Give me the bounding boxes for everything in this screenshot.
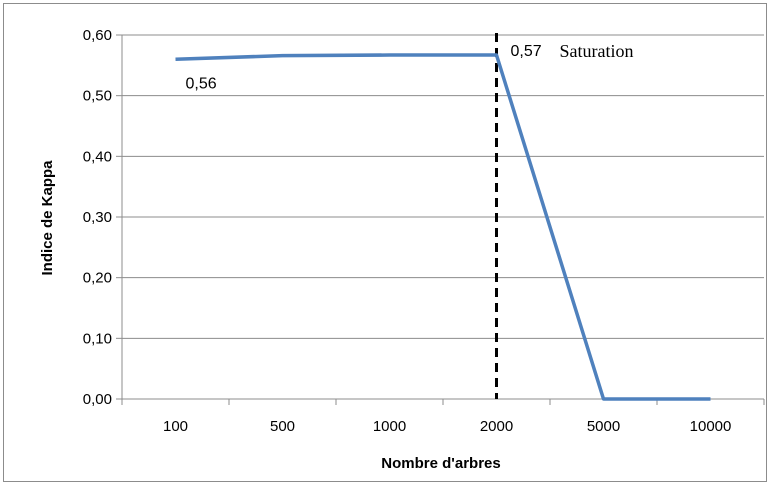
y-tick-label: 0,60 — [83, 27, 112, 44]
y-axis-title: Indice de Kappa — [39, 160, 56, 276]
y-tick-labels: 0,00 0,10 0,20 0,30 0,40 0,50 0,60 — [83, 27, 112, 408]
y-tick-label: 0,00 — [83, 391, 112, 408]
x-tick-labels: 100 500 1000 2000 5000 10000 — [163, 418, 731, 435]
series-lines — [175, 53, 711, 401]
y-tick-label: 0,50 — [83, 88, 112, 105]
saturation-label: Saturation — [560, 41, 634, 61]
x-axis-title: Nombre d'arbres — [381, 455, 500, 472]
y-tick-label: 0,10 — [83, 330, 112, 347]
data-labels: 0,56 0,57 Saturation — [186, 41, 634, 92]
y-tick-label: 0,30 — [83, 209, 112, 226]
gridlines — [116, 34, 764, 400]
series-line — [175, 53, 711, 401]
data-label: 0,56 — [186, 75, 217, 92]
chart-frame — [3, 3, 767, 482]
x-tick-label: 5000 — [587, 418, 620, 435]
x-tick-label: 10000 — [690, 418, 732, 435]
y-tick-label: 0,40 — [83, 148, 112, 165]
y-tick-label: 0,20 — [83, 270, 112, 287]
x-tick-label: 1000 — [373, 418, 406, 435]
x-tick-label: 2000 — [480, 418, 513, 435]
x-tick-label: 500 — [270, 418, 295, 435]
data-label: 0,57 — [511, 43, 542, 60]
x-axis — [121, 35, 765, 405]
x-tick-label: 100 — [163, 418, 188, 435]
